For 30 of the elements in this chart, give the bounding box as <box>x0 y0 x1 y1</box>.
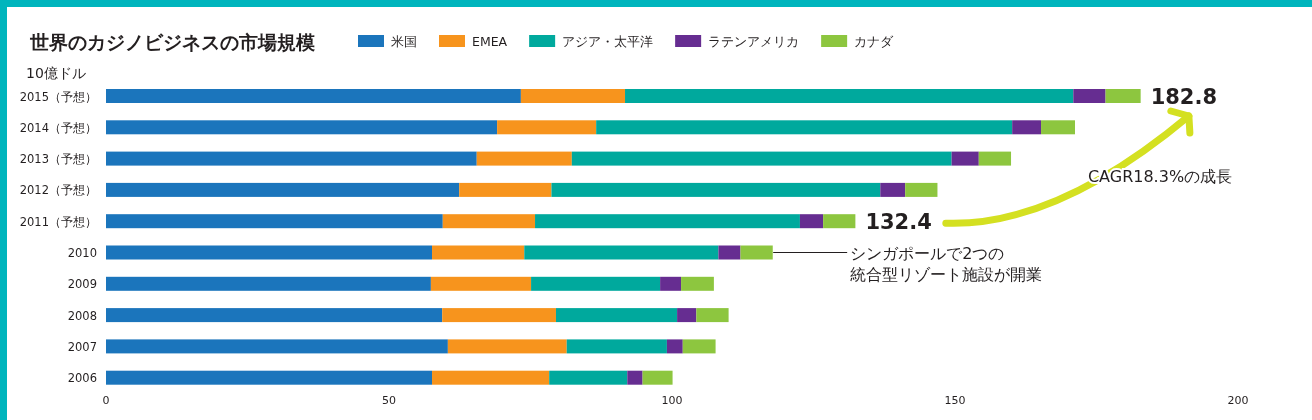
annotation: 10億ドル <box>26 65 86 81</box>
category-label: 2015（予想） <box>19 89 97 104</box>
category-label: 2008 <box>67 308 97 323</box>
title: 世界のカジノビジネスの市場規模 <box>30 31 315 53</box>
legend-item: カナダ <box>821 34 894 49</box>
legend-label: ラテンアメリカ <box>708 34 800 49</box>
tick-label: 50 <box>382 394 396 407</box>
category-label: 2011（予想） <box>19 214 97 229</box>
legend-label: カナダ <box>854 34 895 49</box>
category-label: 2009 <box>67 277 97 292</box>
category-label: 2014（予想） <box>19 120 97 135</box>
tick-label: 100 <box>661 394 683 407</box>
legend-label: アジア・太平洋 <box>562 34 654 49</box>
total-label: 182.8 <box>1150 85 1218 109</box>
legend-item: ラテンアメリカ <box>675 34 800 49</box>
legend-item: EMEA <box>439 34 508 49</box>
tick-label: 0 <box>102 394 110 407</box>
category-label: 2012（予想） <box>19 183 97 198</box>
annotation: シンガポールで2つの統合型リゾート施設が開業 <box>850 243 1043 284</box>
legend-label: EMEA <box>472 34 508 49</box>
tick-label: 200 <box>1227 394 1249 407</box>
total-label: 132.4 <box>865 210 932 235</box>
category-label: 2013（予想） <box>19 152 97 167</box>
category-label: 2010 <box>67 246 97 260</box>
category-label: 2007 <box>67 339 97 354</box>
legend-item: アジア・太平洋 <box>529 34 654 49</box>
category-label: 2006 <box>67 371 97 386</box>
tick-label: 150 <box>944 394 966 407</box>
legend-item: 米国 <box>358 34 417 49</box>
legend-label: 米国 <box>391 34 417 49</box>
